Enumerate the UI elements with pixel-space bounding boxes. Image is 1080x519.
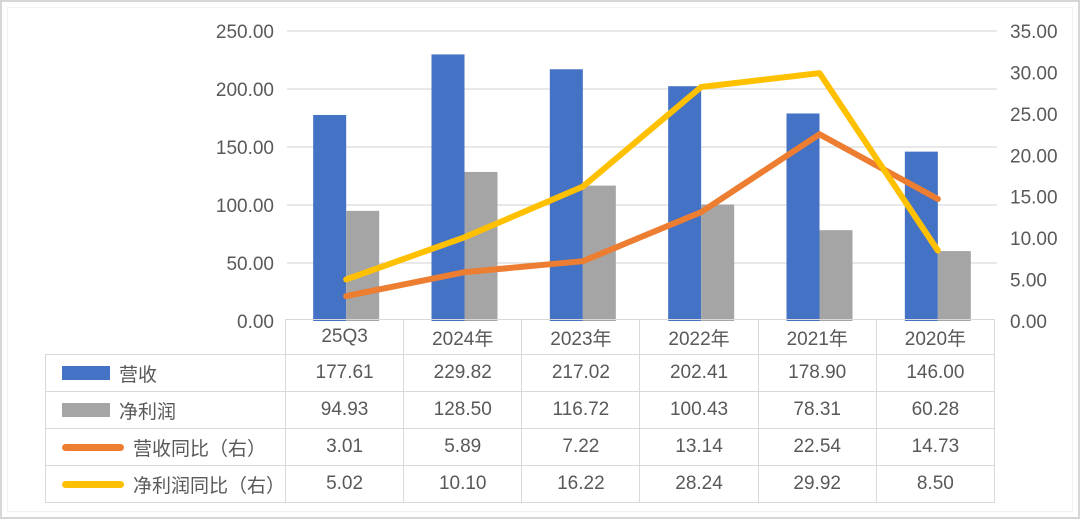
value-cell: 14.73: [875, 428, 996, 466]
right-axis-tick-label: 10.00: [1010, 229, 1058, 250]
value-cell: 128.50: [403, 391, 523, 429]
left-axis-tick-label: 250.00: [216, 22, 274, 43]
table-row-net-profit-yoy: 净利润同比（右） 5.02 10.10 16.22 28.24 29.92 8.50: [45, 465, 996, 503]
series-swatch: [62, 480, 124, 488]
data-table: 25Q3 2024年 2023年 2022年 2021年 2020年营收 177.61 229…: [45, 319, 996, 503]
category-header-cell: 2020年: [875, 319, 996, 355]
legend-cell: 营收同比（右）: [45, 428, 286, 466]
left-axis-tick-label: 100.00: [216, 196, 274, 217]
value-cell: 16.22: [521, 465, 641, 503]
legend-inner: 净利润同比（右）: [62, 471, 285, 498]
revenue-bar: [431, 54, 465, 321]
series-label: 营收同比（右）: [133, 438, 267, 460]
series-label: 净利润同比（右）: [133, 475, 286, 497]
table-row-revenue: 营收 177.61 229.82 217.02 202.41 178.90 146.00: [45, 354, 996, 392]
value-cell: 94.93: [284, 391, 405, 429]
value-cell: 178.90: [757, 354, 877, 392]
legend-cell: 净利润: [45, 391, 286, 429]
value-cell: 100.43: [639, 391, 759, 429]
revenue-yoy-line: [343, 131, 941, 300]
net-profit-bar: [937, 251, 971, 321]
left-axis-tick-label: 150.00: [216, 138, 274, 159]
value-cell: 177.61: [284, 354, 405, 392]
legend-inner: 净利润: [62, 397, 285, 424]
category-header-cell: 2021年: [757, 319, 877, 355]
left-axis-tick-label: 200.00: [216, 80, 274, 101]
net-profit-bar: [701, 204, 735, 321]
value-cell: 5.89: [403, 428, 523, 466]
value-cell: 13.14: [639, 428, 759, 466]
legend-cell: 营收: [45, 354, 286, 392]
right-axis-tick-label: 5.00: [1010, 271, 1047, 292]
category-header-cell: 2024年: [403, 319, 523, 355]
value-cell: 60.28: [875, 391, 996, 429]
value-cell: 202.41: [639, 354, 759, 392]
value-cell: 116.72: [521, 391, 641, 429]
category-header-cell: 2022年: [639, 319, 759, 355]
value-cell: 3.01: [284, 428, 405, 466]
revenue-bar: [313, 114, 347, 321]
legend-inner: 营收同比（右）: [62, 434, 285, 461]
right-axis-tick-label: 20.00: [1010, 146, 1058, 167]
series-swatch: [62, 443, 124, 451]
series-swatch: [62, 403, 110, 417]
value-cell: 229.82: [403, 354, 523, 392]
series-label: 净利润: [119, 401, 177, 423]
left-axis-tick-label: 50.00: [226, 254, 274, 275]
table-corner-cell: [45, 319, 286, 355]
legend-cell: 净利润同比（右）: [45, 465, 286, 503]
net-profit-bar: [819, 230, 853, 321]
value-cell: 28.24: [639, 465, 759, 503]
revenue-bar: [904, 151, 938, 321]
table-row-revenue-yoy: 营收同比（右） 3.01 5.89 7.22 13.14 22.54 14.73: [45, 428, 996, 466]
value-cell: 7.22: [521, 428, 641, 466]
revenue-bar: [668, 86, 702, 321]
value-cell: 8.50: [875, 465, 996, 503]
series-label: 营收: [119, 364, 158, 386]
net-profit-bar: [464, 171, 498, 321]
value-cell: 217.02: [521, 354, 641, 392]
value-cell: 146.00: [875, 354, 996, 392]
value-cell: 22.54: [757, 428, 877, 466]
net-profit-bar: [346, 210, 380, 321]
data-table-wrapper: 25Q3 2024年 2023年 2022年 2021年 2020年营收 177.61 229…: [45, 319, 996, 503]
value-cell: 78.31: [757, 391, 877, 429]
value-cell: 29.92: [757, 465, 877, 503]
table-row-net-profit: 净利润 94.93 128.50 116.72 100.43 78.31 60.28: [45, 391, 996, 429]
right-axis-tick-label: 35.00: [1010, 22, 1058, 43]
value-cell: 5.02: [284, 465, 405, 503]
right-axis-tick-label: 15.00: [1010, 188, 1058, 209]
net-profit-yoy-line: [343, 70, 941, 283]
right-axis-tick-label: 0.00: [1010, 312, 1047, 333]
series-swatch: [62, 366, 110, 380]
table-header-row: 25Q3 2024年 2023年 2022年 2021年 2020年: [45, 319, 996, 355]
category-header-cell: 2023年: [521, 319, 641, 355]
value-cell: 10.10: [403, 465, 523, 503]
right-axis-tick-label: 25.00: [1010, 105, 1058, 126]
right-axis-tick-label: 30.00: [1010, 63, 1058, 84]
category-header-cell: 25Q3: [284, 319, 405, 355]
legend-inner: 营收: [62, 360, 285, 387]
